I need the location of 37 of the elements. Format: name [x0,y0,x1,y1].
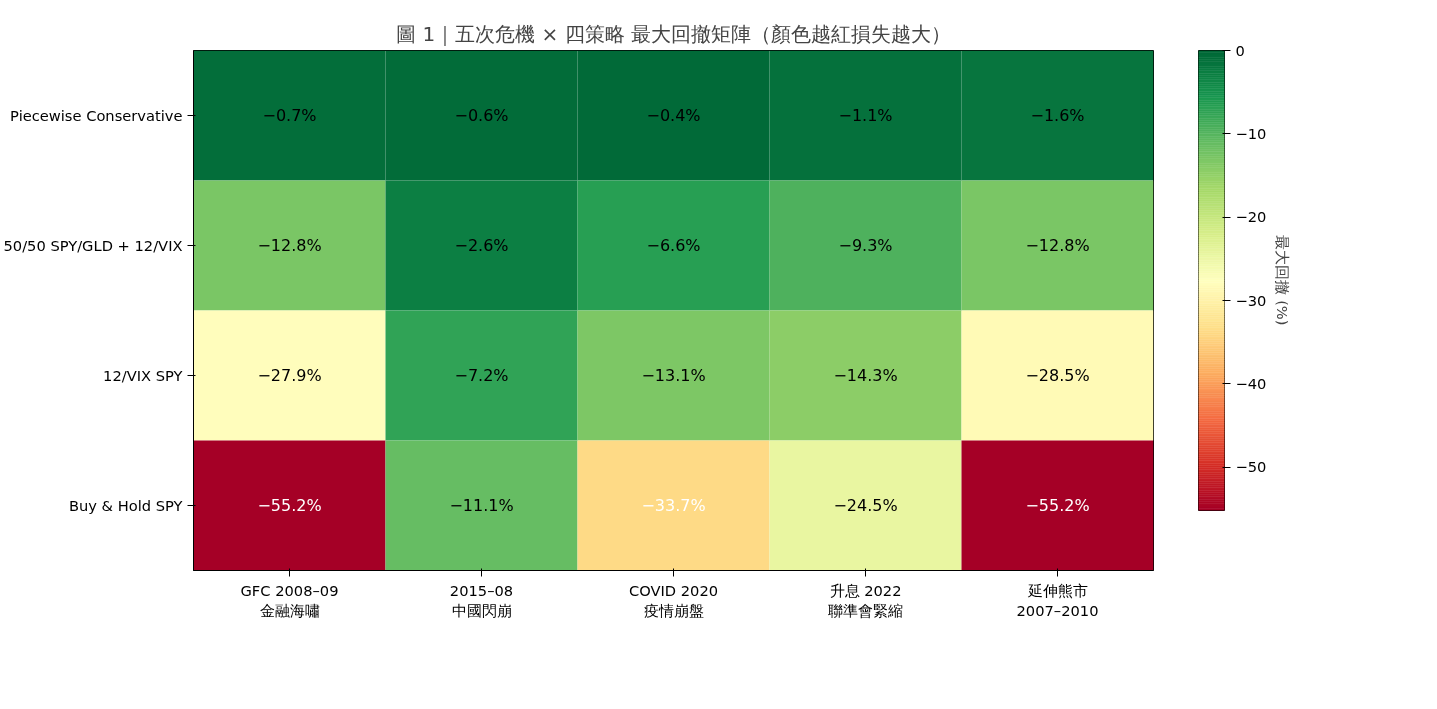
x-tick-label: GFC 2008–09 金融海嘯 [240,581,339,619]
color-bar-label: 0 [1235,41,1245,59]
data-label: −55.2% [257,496,322,515]
chart-title: 圖 1｜五次危機 × 四策略 最大回撤矩陣（顏色越紅損失越大） [396,21,951,46]
data-label: −55.2% [1025,496,1090,515]
data-label: −33.7% [641,496,706,515]
color-bar-label: −30 [1235,291,1267,309]
data-label: −6.6% [646,236,701,255]
data-label: −0.4% [646,106,701,125]
x-tick-label: 2015–08 中國閃崩 [449,581,514,619]
data-label: −12.8% [1025,236,1090,255]
data-label: −1.6% [1030,106,1085,125]
color-bar-title: 最大回撤 (%) [1274,235,1292,326]
color-bar-label: −50 [1235,458,1267,476]
color-bar-label: −10 [1235,124,1267,142]
data-label: −28.5% [1025,366,1090,385]
data-label: −24.5% [833,496,898,515]
data-label: −13.1% [641,366,706,385]
data-label: −2.6% [454,236,509,255]
data-label: −12.8% [257,236,322,255]
data-label: −9.3% [838,236,893,255]
data-label: −7.2% [454,366,509,385]
data-label: −11.1% [449,496,514,515]
x-tick-label: 延伸熊市 2007–2010 [1016,581,1099,619]
y-tick-label: 12/VIX SPY [103,367,183,384]
y-tick-label: 50/50 SPY/GLD + 12/VIX [3,237,183,254]
data-label: −1.1% [838,106,893,125]
color-bar-label: −20 [1235,208,1267,226]
x-tick-label: COVID 2020 疫情崩盤 [628,581,719,619]
x-tick-label: 升息 2022 聯準會緊縮 [828,581,903,619]
data-label: −27.9% [257,366,322,385]
data-label: −0.6% [454,106,509,125]
y-tick-label: Piecewise Conservative [10,107,183,124]
data-label: −0.7% [262,106,317,125]
color-bar-label: −40 [1235,374,1267,392]
data-label: −14.3% [833,366,898,385]
y-tick-label: Buy & Hold SPY [68,497,183,514]
